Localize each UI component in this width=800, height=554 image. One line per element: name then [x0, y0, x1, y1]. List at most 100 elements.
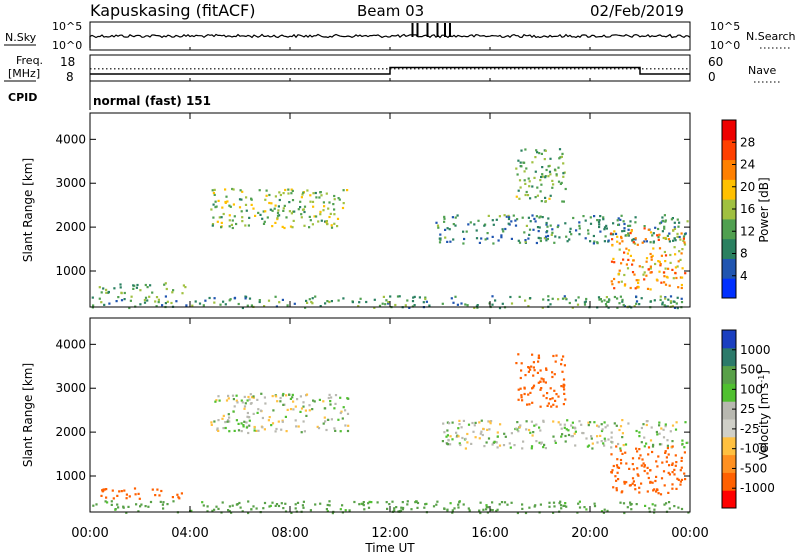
velocity-cell	[314, 503, 317, 506]
velocity-cell	[574, 430, 577, 433]
power-cell	[649, 300, 652, 303]
power-cell	[560, 155, 563, 158]
power-cell	[293, 210, 296, 213]
velocity-cell	[635, 503, 638, 506]
power-ytick-label: 2000	[55, 220, 86, 234]
velocity-cell	[523, 392, 526, 396]
power-cell	[641, 241, 644, 244]
velocity-cell	[457, 506, 460, 509]
velocity-cell	[489, 422, 492, 425]
velocity-cell	[647, 476, 650, 480]
power-cell	[629, 286, 632, 290]
velocity-cell	[562, 385, 565, 389]
velocity-cell	[638, 486, 641, 489]
power-cell	[394, 303, 397, 307]
power-cell	[439, 238, 442, 241]
power-cell	[98, 297, 101, 300]
velocity-cell	[474, 436, 477, 439]
power-cell	[577, 296, 580, 299]
power-cell	[525, 167, 528, 170]
power-cell	[582, 215, 585, 218]
power-cell	[476, 306, 479, 309]
x-tick-label: 08:00	[271, 526, 308, 541]
power-cell	[529, 220, 532, 223]
velocity-cell	[256, 411, 259, 414]
power-cell	[462, 230, 465, 233]
power-cell	[664, 267, 667, 270]
power-cell	[284, 188, 287, 192]
velocity-cell	[562, 504, 565, 507]
velocity-cell	[623, 511, 626, 515]
velocity-cell	[603, 421, 606, 424]
power-cell	[683, 233, 687, 236]
velocity-cell	[578, 500, 581, 503]
power-cell	[424, 296, 427, 299]
power-cell	[135, 286, 138, 289]
velocity-cell	[116, 494, 119, 497]
power-cell	[570, 233, 573, 236]
power-cell	[467, 223, 470, 226]
velocity-cell	[560, 385, 563, 388]
power-cell	[598, 298, 601, 301]
power-cell	[672, 229, 675, 232]
velocity-colorbar-swatch	[722, 472, 736, 491]
power-cell	[311, 200, 315, 203]
velocity-cell	[627, 422, 630, 425]
velocity-cell	[479, 501, 482, 504]
power-colorbar-swatch	[722, 258, 736, 279]
velocity-cell	[228, 416, 231, 419]
power-cell	[552, 183, 555, 186]
velocity-cell	[555, 354, 558, 357]
velocity-cell	[615, 445, 618, 448]
power-cell	[533, 217, 536, 220]
velocity-cell	[602, 442, 605, 445]
power-cell	[528, 180, 531, 183]
velocity-cell	[135, 503, 138, 506]
power-cell	[464, 303, 467, 306]
velocity-cell	[674, 464, 677, 467]
power-cell	[130, 295, 133, 298]
velocity-colorbar-label-end: ]	[757, 370, 771, 375]
power-cell	[342, 189, 345, 192]
velocity-cell	[399, 509, 403, 512]
power-cell	[664, 220, 667, 223]
power-cell	[520, 165, 523, 168]
power-cell	[666, 305, 669, 308]
velocity-cell	[330, 396, 333, 399]
power-cell	[525, 224, 528, 227]
power-cell	[314, 191, 317, 195]
velocity-cell	[457, 503, 460, 506]
noise-right-tick-top: 10^5	[710, 20, 740, 33]
velocity-cell	[535, 440, 538, 443]
power-cell	[258, 299, 261, 302]
velocity-cell	[330, 418, 333, 421]
velocity-cell	[227, 413, 230, 416]
velocity-cell	[326, 510, 329, 513]
power-cell	[527, 237, 530, 240]
power-cell	[657, 260, 660, 263]
power-cell	[598, 223, 601, 226]
velocity-cell	[271, 501, 274, 504]
velocity-cell	[259, 409, 263, 412]
power-cell	[220, 221, 223, 224]
velocity-cell	[210, 421, 213, 424]
x-tick-label: 20:00	[571, 526, 608, 541]
power-cell	[257, 211, 260, 214]
velocity-data	[92, 353, 690, 515]
power-cell	[597, 221, 601, 224]
velocity-cell	[224, 421, 227, 424]
velocity-cell	[660, 443, 663, 446]
velocity-cell	[243, 405, 247, 408]
power-colorbar-swatch	[722, 139, 736, 161]
power-cell	[553, 168, 557, 171]
velocity-cell	[451, 421, 454, 424]
velocity-cell	[227, 394, 230, 397]
velocity-cell	[339, 411, 342, 415]
velocity-cell	[339, 508, 342, 511]
velocity-cell	[651, 481, 654, 484]
velocity-cell	[445, 435, 448, 438]
velocity-cell	[257, 408, 260, 411]
power-cell	[554, 235, 557, 238]
velocity-cell	[329, 400, 332, 403]
velocity-cell	[629, 503, 632, 506]
